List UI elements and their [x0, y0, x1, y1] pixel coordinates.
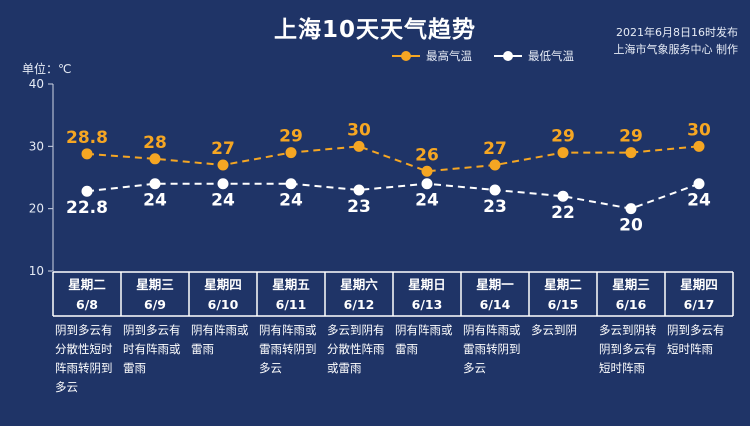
date-label: 6/15 [548, 297, 579, 312]
high-temp-label: 30 [687, 120, 711, 140]
high-temp-label: 26 [415, 145, 439, 165]
date-label: 6/12 [344, 297, 375, 312]
low-temp-label: 24 [415, 191, 439, 211]
date-label: 6/13 [412, 297, 443, 312]
weather-description: 阴有阵雨或雷雨转阴到多云 [259, 323, 317, 375]
low-temp-point [489, 184, 501, 196]
weekday-label: 星期日 [408, 277, 446, 292]
weather-description: 阴到多云有短时阵雨 [667, 323, 725, 356]
high-temp-point [557, 147, 569, 159]
legend-low-marker [503, 51, 513, 61]
low-temp-label: 20 [619, 216, 643, 236]
high-temp-label: 30 [347, 120, 371, 140]
weekday-label: 星期三 [136, 277, 174, 292]
legend-high-text: 最高气温 [426, 49, 472, 63]
low-temp-label: 24 [279, 191, 303, 211]
high-temp-label: 29 [551, 127, 575, 147]
high-temp-label: 29 [279, 127, 303, 147]
high-temp-label: 28 [143, 133, 167, 153]
weather-description: 阴到多云有时有阵雨或雷雨 [123, 323, 181, 375]
high-temp-label: 27 [483, 139, 507, 159]
y-tick-label: 10 [29, 264, 44, 278]
publish-time: 2021年6月8日16时发布 [616, 26, 738, 39]
low-temp-point [353, 184, 365, 196]
low-temp-point [149, 178, 161, 190]
low-temp-label: 22 [551, 203, 575, 223]
low-temp-label: 23 [347, 197, 371, 217]
y-tick-label: 30 [29, 139, 44, 153]
weekday-label: 星期二 [544, 277, 582, 292]
weather-description: 多云到阴 [531, 323, 577, 337]
y-tick-label: 20 [29, 202, 44, 216]
low-temp-label: 24 [211, 191, 235, 211]
date-label: 6/11 [276, 297, 307, 312]
low-temp-label: 24 [687, 191, 711, 211]
weather-description: 阴到多云有分散性短时阵雨转阴到多云 [55, 323, 113, 394]
low-temp-line [86, 182, 700, 210]
weekday-label: 星期六 [340, 277, 378, 292]
legend-high-marker [401, 51, 411, 61]
weather-description: 阴有阵雨或雷雨 [395, 323, 453, 356]
high-temp-label: 28.8 [66, 128, 108, 148]
low-temp-point [625, 203, 637, 215]
high-temp-label: 27 [211, 139, 235, 159]
weekday-label: 星期三 [612, 277, 650, 292]
weather-description: 阴有阵雨或雷雨 [191, 323, 249, 356]
low-temp-point [557, 190, 569, 202]
high-temp-label: 29 [619, 127, 643, 147]
high-temp-line [86, 145, 700, 173]
high-temp-point [421, 165, 433, 177]
low-temp-label: 22.8 [66, 198, 108, 218]
chart-title: 上海10天天气趋势 [273, 17, 476, 43]
weekday-label: 星期四 [680, 277, 718, 292]
weekday-label: 星期四 [204, 277, 242, 292]
date-label: 6/8 [76, 297, 98, 312]
high-temp-point [285, 147, 297, 159]
weather-description: 多云到阴转阴到多云有短时阵雨 [599, 323, 657, 375]
weekday-label: 星期二 [68, 277, 106, 292]
low-temp-point [421, 178, 433, 190]
weekday-label: 星期五 [272, 277, 310, 292]
y-axis-unit-label: 单位：℃ [22, 62, 72, 76]
weather-description: 阴有阵雨或雷雨转阴到多云 [463, 323, 521, 375]
date-label: 6/14 [480, 297, 511, 312]
high-temp-point [81, 148, 93, 160]
date-label: 6/16 [616, 297, 647, 312]
y-tick-label: 40 [29, 77, 44, 91]
high-temp-point [489, 159, 501, 171]
date-label: 6/17 [684, 297, 715, 312]
legend-low-text: 最低气温 [528, 49, 574, 63]
high-temp-point [353, 140, 365, 152]
low-temp-point [217, 178, 229, 190]
low-temp-label: 23 [483, 197, 507, 217]
high-temp-point [693, 140, 705, 152]
low-temp-label: 24 [143, 191, 167, 211]
high-temp-point [149, 153, 161, 165]
date-label: 6/10 [208, 297, 239, 312]
publisher: 上海市气象服务中心 制作 [613, 43, 739, 56]
high-temp-point [625, 147, 637, 159]
date-label: 6/9 [144, 297, 166, 312]
low-temp-point [693, 178, 705, 190]
low-temp-point [285, 178, 297, 190]
weekday-label: 星期一 [476, 277, 514, 292]
low-temp-point [81, 185, 93, 197]
high-temp-point [217, 159, 229, 171]
weather-description: 多云到阴有分散性阵雨或雷雨 [327, 323, 385, 375]
